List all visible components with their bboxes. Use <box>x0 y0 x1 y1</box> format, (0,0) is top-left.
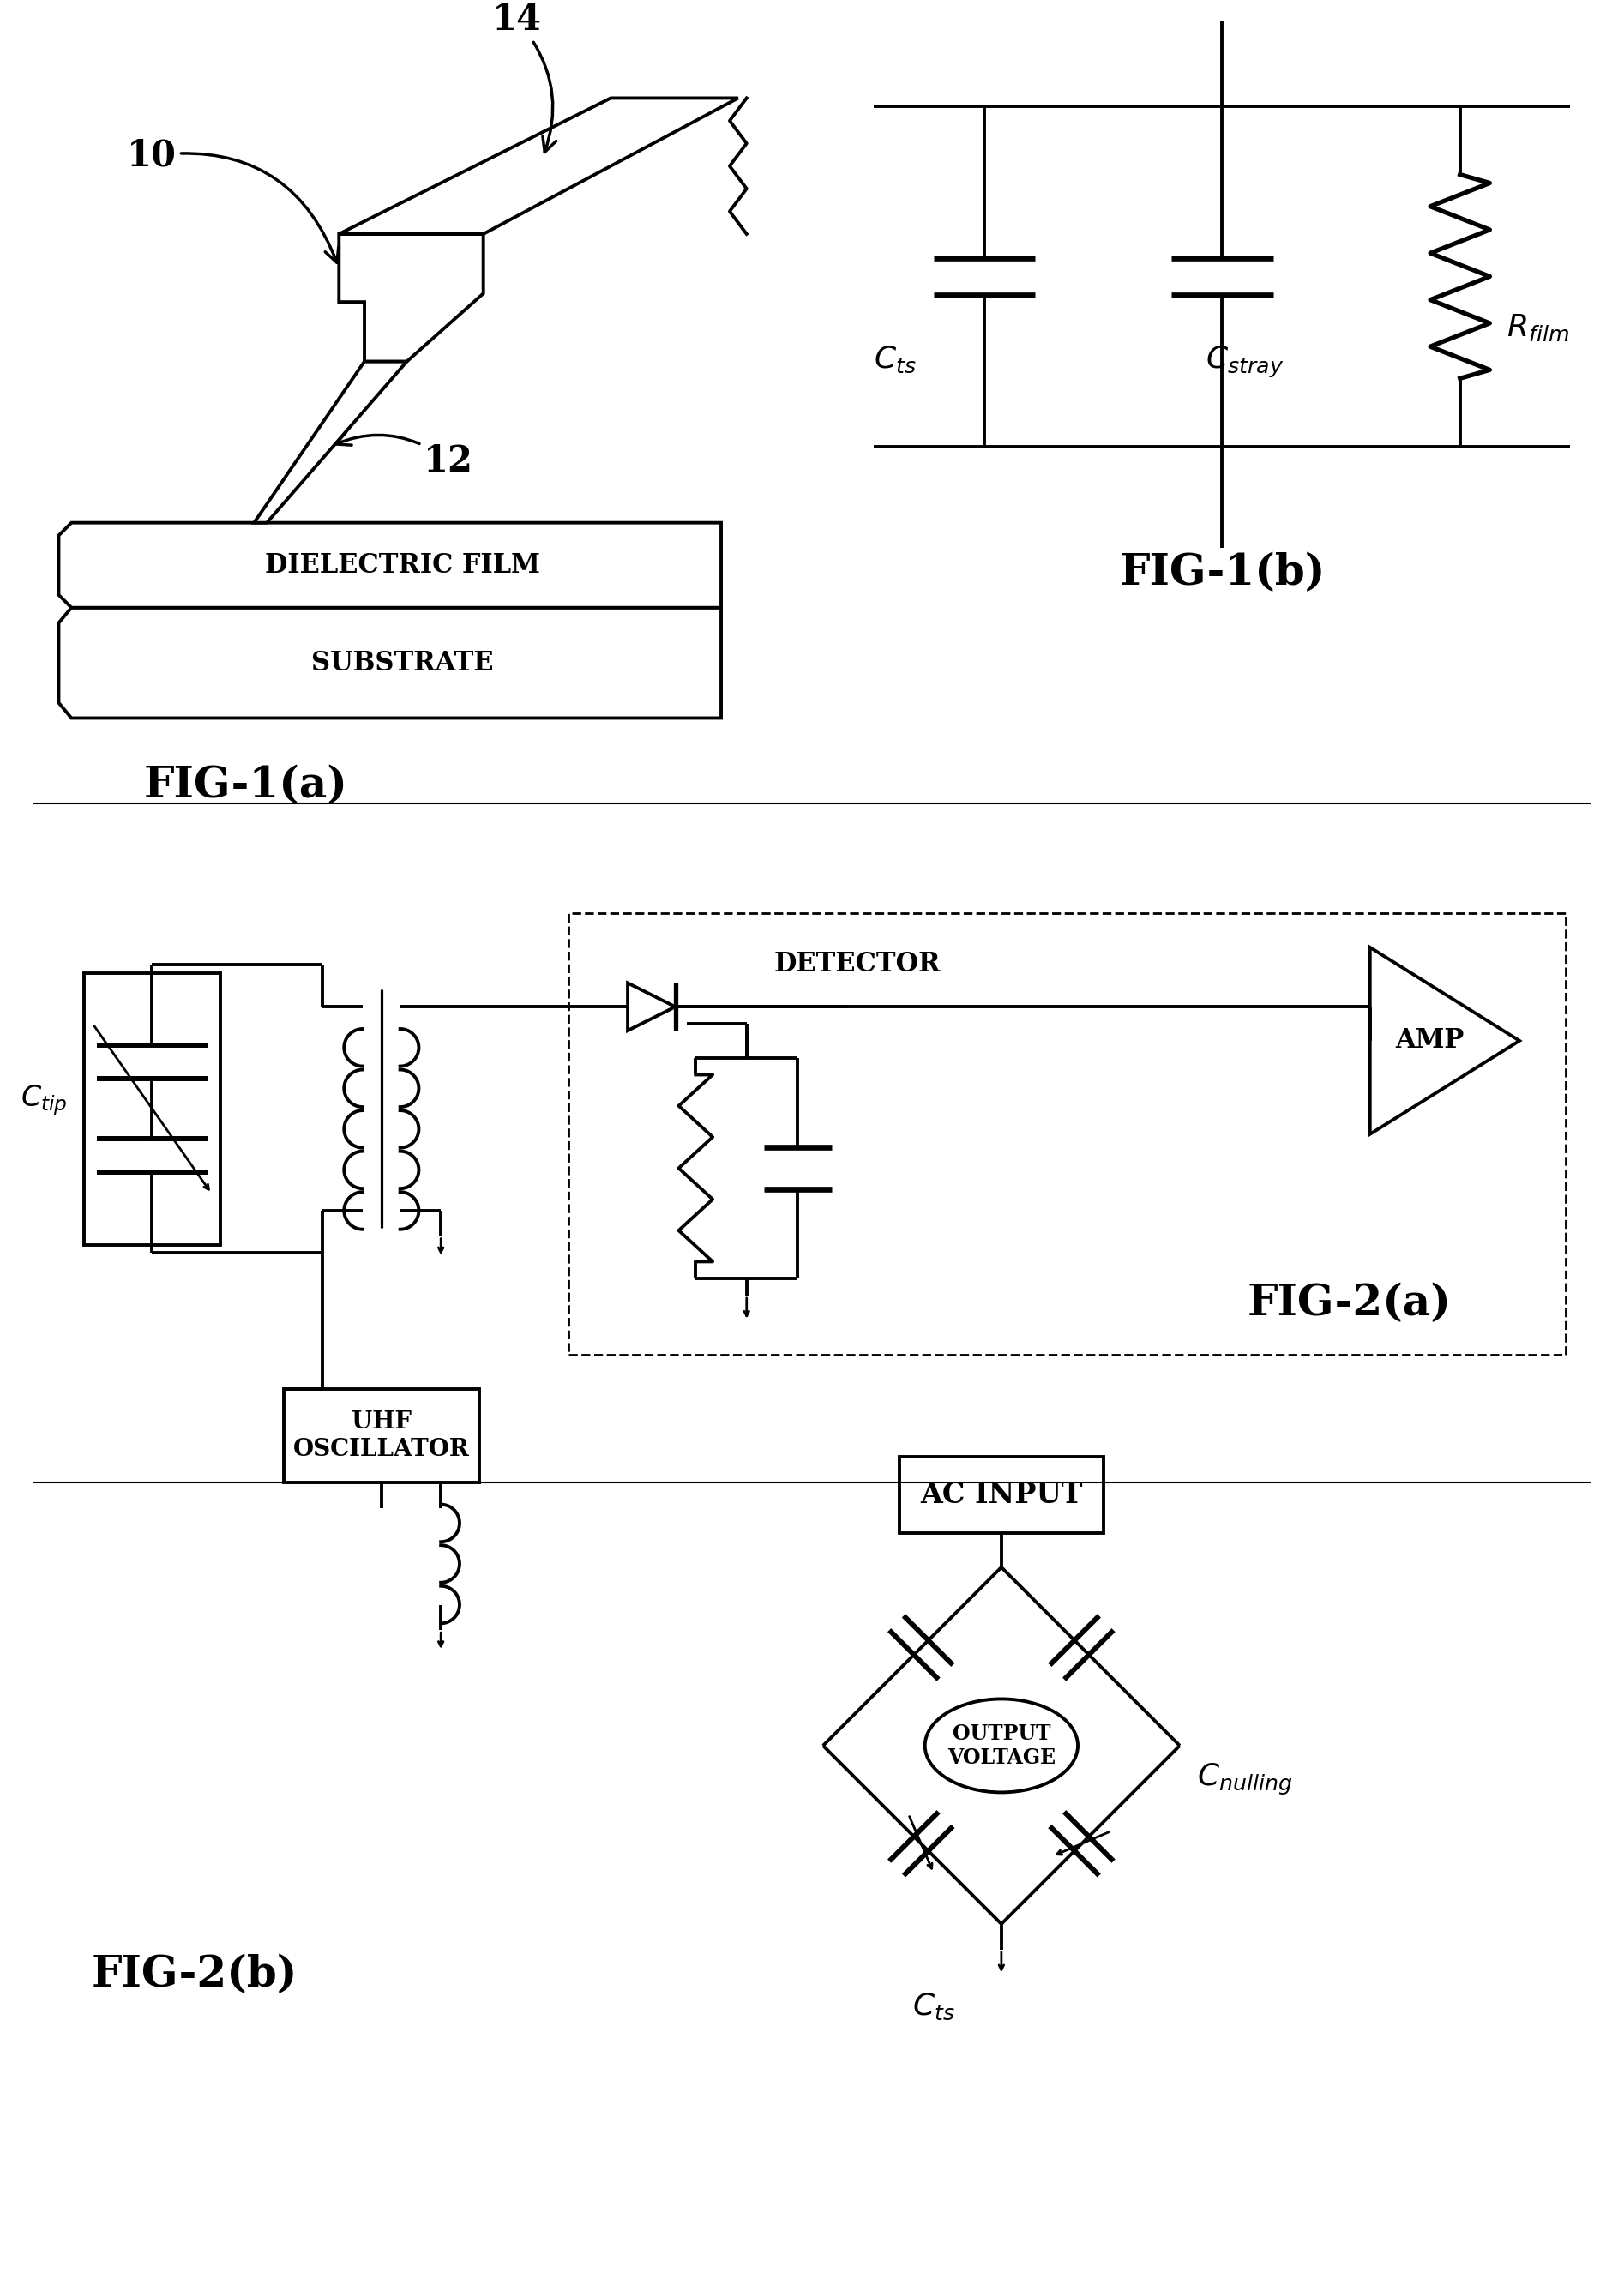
Text: AC INPUT: AC INPUT <box>921 1482 1083 1509</box>
Text: $C_{nulling}$: $C_{nulling}$ <box>1197 1762 1293 1798</box>
Text: $R_{film}$: $R_{film}$ <box>1507 311 1569 343</box>
Text: 12: 12 <box>336 432 474 480</box>
Polygon shape <box>339 98 739 234</box>
Text: FIG-1(a): FIG-1(a) <box>143 766 348 807</box>
Bar <box>284 1389 479 1482</box>
Text: DETECTOR: DETECTOR <box>773 950 940 977</box>
Text: $C_{ts}$: $C_{ts}$ <box>874 345 916 375</box>
Text: OUTPUT
VOLTAGE: OUTPUT VOLTAGE <box>947 1723 1056 1768</box>
FancyBboxPatch shape <box>568 914 1566 1355</box>
Text: 10: 10 <box>127 139 338 264</box>
Text: DIELECTRIC FILM: DIELECTRIC FILM <box>265 552 541 580</box>
Bar <box>84 973 221 1246</box>
Polygon shape <box>339 234 484 361</box>
Polygon shape <box>58 523 721 607</box>
Text: $C_{stray}$: $C_{stray}$ <box>1205 345 1283 380</box>
Polygon shape <box>253 361 408 523</box>
Text: UHF
OSCILLATOR: UHF OSCILLATOR <box>294 1412 469 1462</box>
Ellipse shape <box>926 1698 1078 1793</box>
Text: $C_{ts}$: $C_{ts}$ <box>913 1991 955 2023</box>
Polygon shape <box>1371 948 1520 1134</box>
Text: FIG-1(b): FIG-1(b) <box>1119 552 1325 596</box>
Text: FIG-2(a): FIG-2(a) <box>1247 1282 1452 1325</box>
Polygon shape <box>628 982 676 1030</box>
Text: SUBSTRATE: SUBSTRATE <box>312 650 494 675</box>
Text: 14: 14 <box>492 2 555 152</box>
Text: FIG-2(b): FIG-2(b) <box>91 1955 297 1996</box>
Bar <box>900 1457 1103 1534</box>
Polygon shape <box>58 607 721 718</box>
Text: $C_{tip}$: $C_{tip}$ <box>19 1084 67 1118</box>
Text: AMP: AMP <box>1395 1027 1463 1055</box>
